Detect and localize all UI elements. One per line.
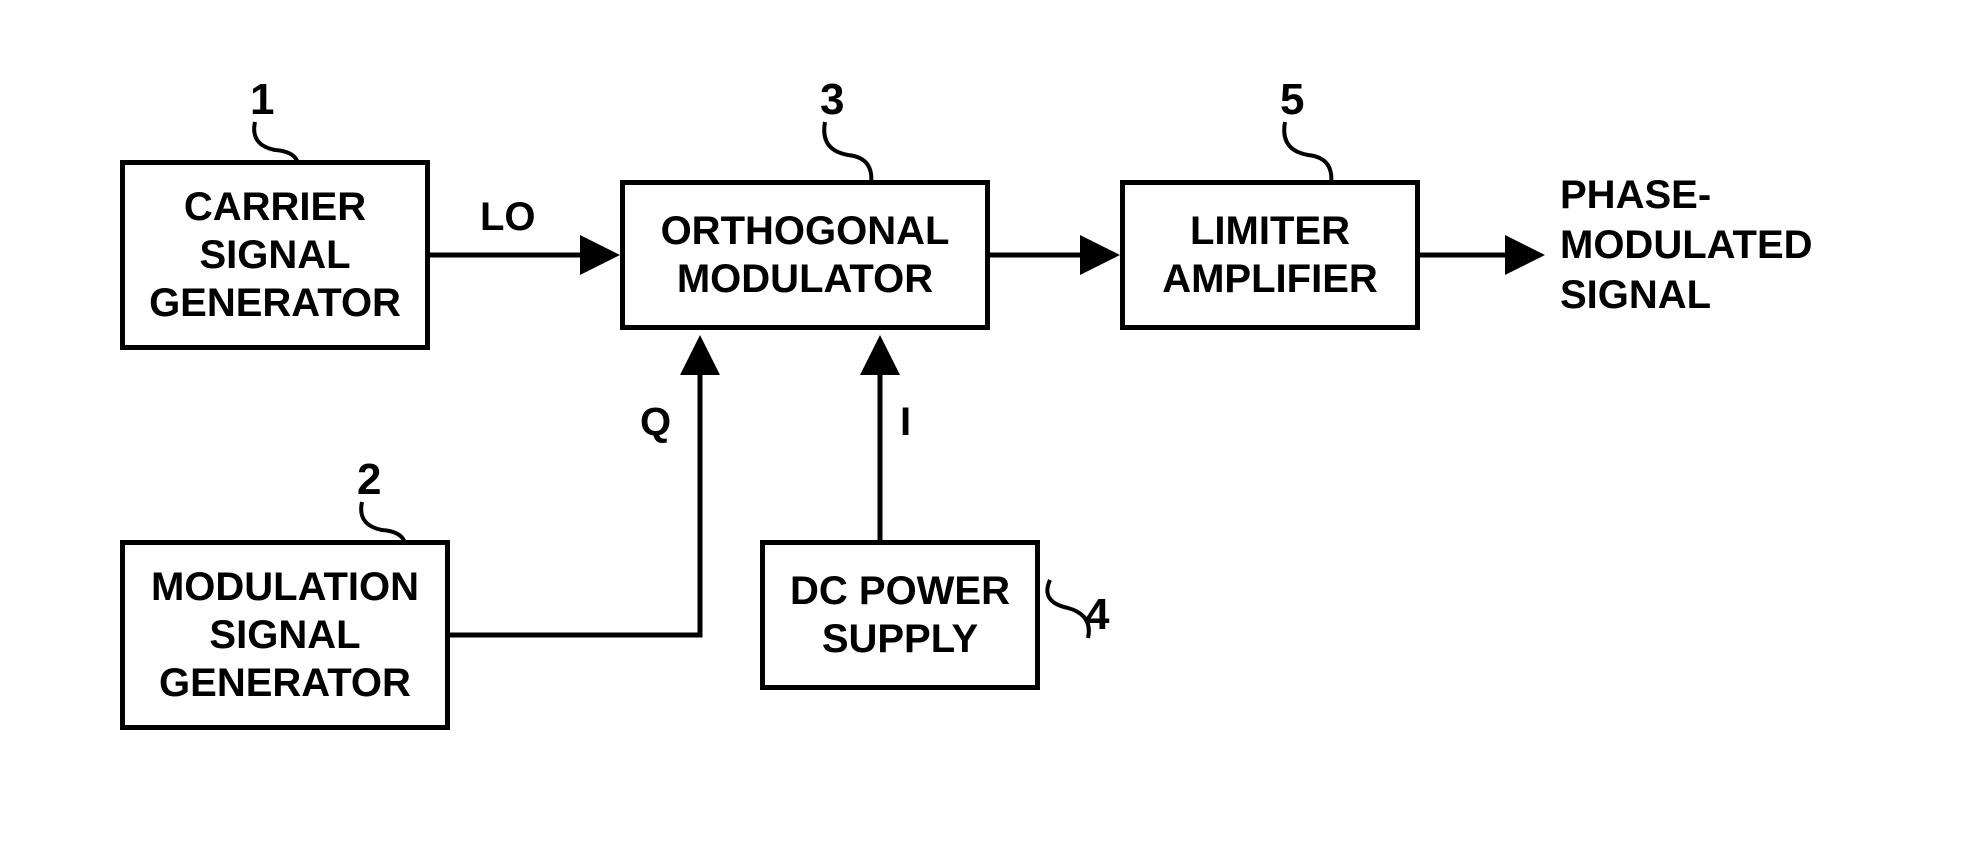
block-orthogonal-modulator: ORTHOGONAL MODULATOR (620, 180, 990, 330)
ref-4: 4 (1085, 590, 1109, 640)
block-modulation-signal-generator: MODULATION SIGNAL GENERATOR (120, 540, 450, 730)
block-label: CARRIER SIGNAL GENERATOR (149, 183, 401, 327)
block-limiter-amplifier: LIMITER AMPLIFIER (1120, 180, 1420, 330)
label-i: I (900, 400, 911, 445)
block-diagram: CARRIER SIGNAL GENERATOR ORTHOGONAL MODU… (0, 0, 1962, 862)
block-label: ORTHOGONAL MODULATOR (661, 207, 950, 303)
ref-5: 5 (1280, 75, 1304, 125)
ref-curve-4 (1047, 580, 1088, 638)
connectors (0, 0, 1962, 862)
arrow-q (450, 345, 700, 635)
label-lo: LO (480, 195, 536, 240)
label-output: PHASE- MODULATED SIGNAL (1560, 170, 1813, 320)
block-label: MODULATION SIGNAL GENERATOR (151, 563, 419, 707)
block-carrier-signal-generator: CARRIER SIGNAL GENERATOR (120, 160, 430, 350)
block-label: LIMITER AMPLIFIER (1162, 207, 1378, 303)
ref-2: 2 (357, 455, 381, 505)
block-label: DC POWER SUPPLY (790, 567, 1010, 663)
block-dc-power-supply: DC POWER SUPPLY (760, 540, 1040, 690)
label-q: Q (640, 400, 671, 445)
ref-3: 3 (820, 75, 844, 125)
ref-1: 1 (250, 75, 274, 125)
